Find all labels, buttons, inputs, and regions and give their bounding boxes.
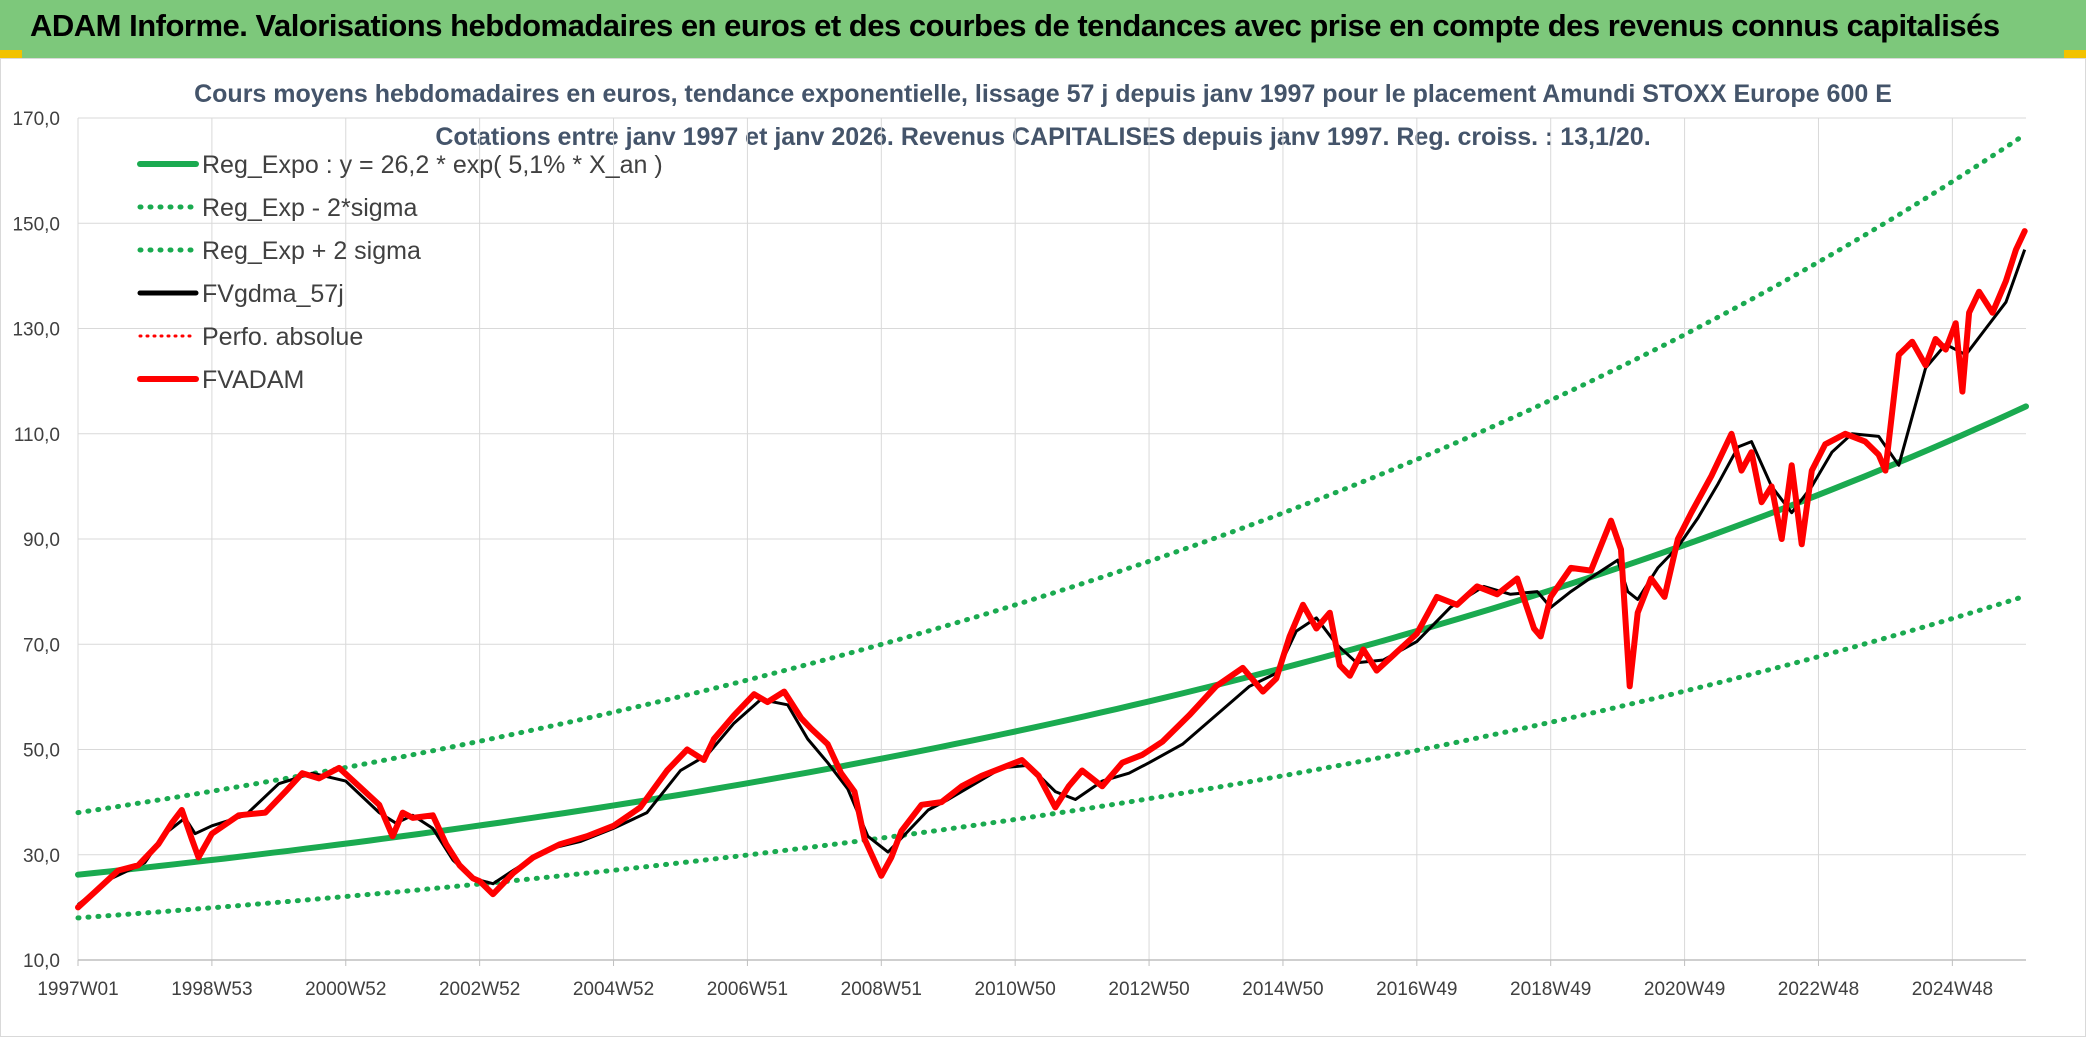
chart-area: Cours moyens hebdomadaires en euros, ten… <box>0 58 2086 1037</box>
chart-svg: Cours moyens hebdomadaires en euros, ten… <box>0 58 2086 1037</box>
legend-price-label: FVADAM <box>202 366 304 394</box>
y-tick-label: 150,0 <box>12 214 60 235</box>
x-tick-label: 2020W49 <box>1644 979 1725 1000</box>
x-tick-label: 2024W48 <box>1912 979 1993 1000</box>
x-tick-label: 1997W01 <box>37 979 118 1000</box>
y-tick-label: 110,0 <box>14 425 60 446</box>
x-axis-ticks: 1997W01 1998W53 2000W52 2002W52 2004W52 2006W… <box>37 960 1993 1000</box>
x-tick-label: 2002W52 <box>439 979 520 1000</box>
x-tick-label: 2010W50 <box>975 979 1056 1000</box>
y-tick-label: 50,0 <box>23 741 60 762</box>
legend-trend-label: Reg_Expo : y = 26,2 * exp( 5,1% * X_an ) <box>202 151 663 179</box>
chart-title: Cours moyens hebdomadaires en euros, ten… <box>194 80 1892 108</box>
report-title: ADAM Informe. Valorisations hebdomadaire… <box>30 8 2000 43</box>
x-tick-label: 2008W51 <box>841 979 922 1000</box>
moving-average-line <box>77 249 2027 906</box>
x-tick-label: 2016W49 <box>1376 979 1457 1000</box>
y-axis-ticks: 10,0 30,0 50,0 70,0 90,0 110,0 130,0 150,0 170,0 <box>12 109 60 972</box>
y-tick-label: 130,0 <box>12 320 60 341</box>
x-tick-label: 2022W48 <box>1778 979 1859 1000</box>
trend-line <box>75 403 2029 878</box>
y-tick-label: 10,0 <box>23 951 60 972</box>
legend-average-label: FVgdma_57j <box>202 280 344 308</box>
x-tick-label: 2014W50 <box>1242 979 1323 1000</box>
trend-lower-band <box>75 593 2029 921</box>
chart-series <box>75 131 2029 921</box>
report-banner: ADAM Informe. Valorisations hebdomadaire… <box>0 0 2086 58</box>
banner-corner-left <box>0 50 22 58</box>
y-tick-label: 30,0 <box>23 846 60 867</box>
x-tick-label: 2012W50 <box>1108 979 1189 1000</box>
legend-upper-band-label: Reg_Exp + 2 sigma <box>202 237 421 265</box>
banner-corner-right <box>2064 50 2086 58</box>
x-tick-label: 1998W53 <box>171 979 252 1000</box>
chart-subtitle: Cotations entre janv 1997 et janv 2026. … <box>435 123 1650 151</box>
x-tick-label: 2000W52 <box>305 979 386 1000</box>
trend-upper-band <box>75 131 2029 816</box>
x-tick-label: 2004W52 <box>573 979 654 1000</box>
price-line <box>75 228 2028 911</box>
chart-legend: Reg_Expo : y = 26,2 * exp( 5,1% * X_an )… <box>137 151 663 394</box>
legend-absolute-perf-label: Perfo. absolue <box>202 323 363 351</box>
y-tick-label: 70,0 <box>23 635 60 656</box>
legend-lower-band-label: Reg_Exp - 2*sigma <box>202 194 417 222</box>
x-tick-label: 2006W51 <box>707 979 788 1000</box>
y-tick-label: 170,0 <box>12 109 60 130</box>
x-tick-label: 2018W49 <box>1510 979 1591 1000</box>
y-tick-label: 90,0 <box>23 530 60 551</box>
